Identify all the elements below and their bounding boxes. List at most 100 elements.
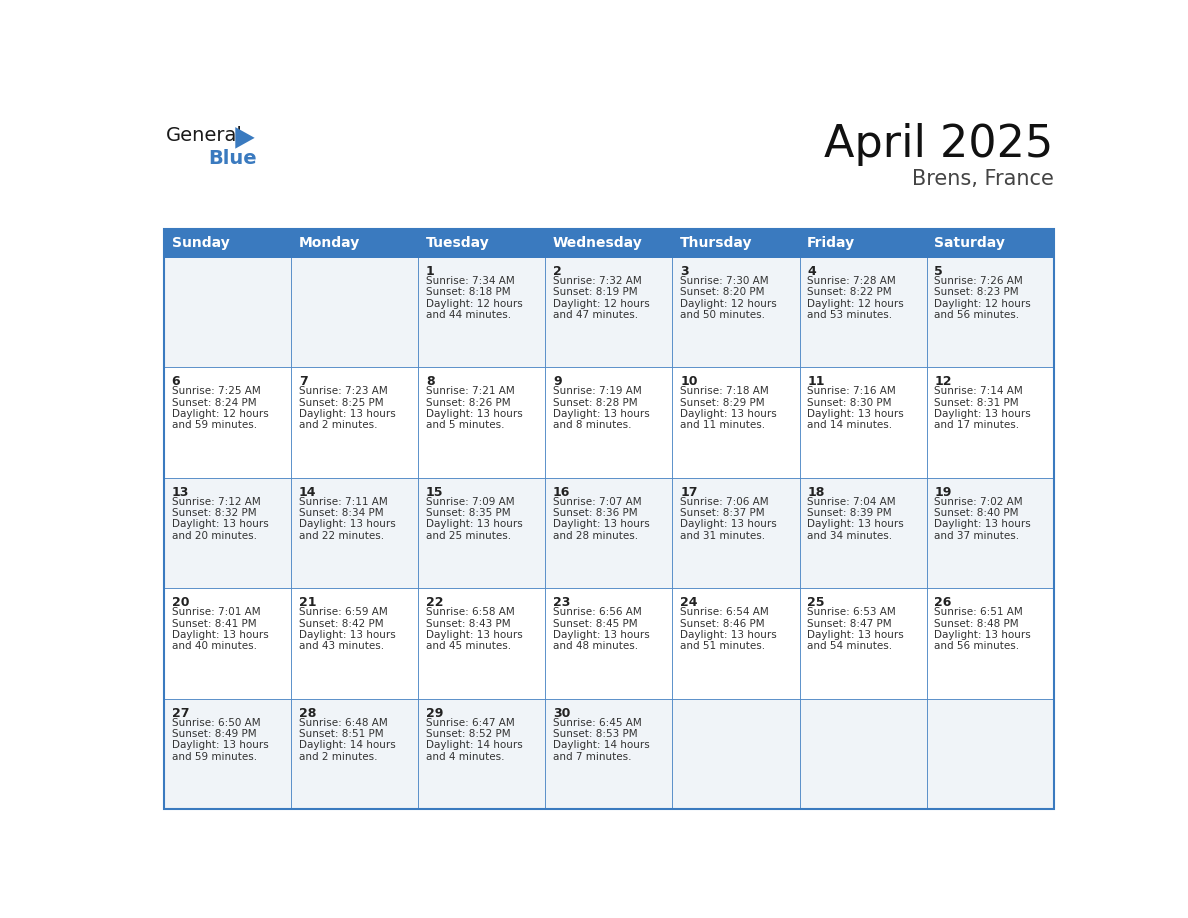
Text: Daylight: 13 hours: Daylight: 13 hours [426, 630, 523, 640]
Text: Daylight: 13 hours: Daylight: 13 hours [299, 409, 396, 419]
Bar [672, 257, 800, 367]
Text: 14: 14 [299, 486, 316, 498]
Bar [291, 367, 418, 478]
Text: Sunrise: 7:34 AM: Sunrise: 7:34 AM [426, 276, 514, 285]
Text: 29: 29 [426, 707, 443, 720]
Text: Sunrise: 7:09 AM: Sunrise: 7:09 AM [426, 497, 514, 507]
Text: Sunset: 8:45 PM: Sunset: 8:45 PM [554, 619, 638, 629]
Text: Daylight: 13 hours: Daylight: 13 hours [808, 520, 904, 530]
Text: Daylight: 13 hours: Daylight: 13 hours [554, 409, 650, 419]
Text: 17: 17 [681, 486, 697, 498]
Text: Monday: Monday [299, 236, 360, 250]
Text: 12: 12 [934, 375, 952, 388]
Text: Sunset: 8:39 PM: Sunset: 8:39 PM [808, 509, 892, 518]
Text: Sunrise: 7:01 AM: Sunrise: 7:01 AM [172, 608, 260, 617]
Text: Daylight: 13 hours: Daylight: 13 hours [808, 409, 904, 419]
Text: and 17 minutes.: and 17 minutes. [934, 420, 1019, 431]
Text: Daylight: 13 hours: Daylight: 13 hours [554, 630, 650, 640]
Text: Sunrise: 7:11 AM: Sunrise: 7:11 AM [299, 497, 387, 507]
Text: Sunset: 8:26 PM: Sunset: 8:26 PM [426, 397, 511, 408]
Text: Sunrise: 7:07 AM: Sunrise: 7:07 AM [554, 497, 642, 507]
Text: and 31 minutes.: and 31 minutes. [681, 531, 765, 541]
Text: Sunset: 8:23 PM: Sunset: 8:23 PM [934, 287, 1019, 297]
Bar [545, 229, 672, 257]
Text: Sunset: 8:31 PM: Sunset: 8:31 PM [934, 397, 1019, 408]
Text: Daylight: 13 hours: Daylight: 13 hours [172, 520, 268, 530]
Bar [418, 478, 545, 588]
Text: Sunrise: 7:18 AM: Sunrise: 7:18 AM [681, 386, 769, 397]
Text: Daylight: 13 hours: Daylight: 13 hours [934, 520, 1031, 530]
Text: Sunrise: 7:12 AM: Sunrise: 7:12 AM [172, 497, 260, 507]
Text: Sunset: 8:35 PM: Sunset: 8:35 PM [426, 509, 511, 518]
Text: Sunset: 8:32 PM: Sunset: 8:32 PM [172, 509, 257, 518]
Bar [800, 588, 927, 699]
Bar [927, 229, 1054, 257]
Text: 21: 21 [299, 596, 316, 609]
Text: Sunrise: 7:23 AM: Sunrise: 7:23 AM [299, 386, 387, 397]
Text: 30: 30 [554, 707, 570, 720]
Text: 16: 16 [554, 486, 570, 498]
Text: Daylight: 13 hours: Daylight: 13 hours [554, 520, 650, 530]
Text: 7: 7 [299, 375, 308, 388]
Text: 6: 6 [172, 375, 181, 388]
Text: Sunrise: 7:26 AM: Sunrise: 7:26 AM [934, 276, 1023, 285]
Text: Sunset: 8:46 PM: Sunset: 8:46 PM [681, 619, 765, 629]
Text: Sunset: 8:47 PM: Sunset: 8:47 PM [808, 619, 892, 629]
Text: and 2 minutes.: and 2 minutes. [299, 752, 378, 762]
Text: Daylight: 13 hours: Daylight: 13 hours [172, 630, 268, 640]
Text: and 8 minutes.: and 8 minutes. [554, 420, 632, 431]
Text: Sunset: 8:49 PM: Sunset: 8:49 PM [172, 729, 257, 739]
Text: Sunset: 8:20 PM: Sunset: 8:20 PM [681, 287, 765, 297]
Text: Sunset: 8:25 PM: Sunset: 8:25 PM [299, 397, 384, 408]
Text: and 44 minutes.: and 44 minutes. [426, 309, 511, 319]
Bar [927, 257, 1054, 367]
Text: Sunset: 8:22 PM: Sunset: 8:22 PM [808, 287, 892, 297]
Text: Sunset: 8:36 PM: Sunset: 8:36 PM [554, 509, 638, 518]
Text: and 48 minutes.: and 48 minutes. [554, 642, 638, 651]
Text: Sunrise: 7:02 AM: Sunrise: 7:02 AM [934, 497, 1023, 507]
Text: Sunrise: 6:48 AM: Sunrise: 6:48 AM [299, 718, 387, 728]
Text: Daylight: 13 hours: Daylight: 13 hours [426, 520, 523, 530]
Text: Daylight: 12 hours: Daylight: 12 hours [934, 298, 1031, 308]
Bar [800, 367, 927, 478]
Text: Sunrise: 6:54 AM: Sunrise: 6:54 AM [681, 608, 769, 617]
Text: and 56 minutes.: and 56 minutes. [934, 642, 1019, 651]
Text: and 2 minutes.: and 2 minutes. [299, 420, 378, 431]
Text: Sunrise: 6:59 AM: Sunrise: 6:59 AM [299, 608, 387, 617]
Bar [418, 699, 545, 810]
Text: Sunrise: 7:28 AM: Sunrise: 7:28 AM [808, 276, 896, 285]
Text: 24: 24 [681, 596, 697, 609]
Text: 20: 20 [172, 596, 189, 609]
Text: 2: 2 [554, 264, 562, 277]
Text: 8: 8 [426, 375, 435, 388]
Text: Sunset: 8:43 PM: Sunset: 8:43 PM [426, 619, 511, 629]
Text: Saturday: Saturday [934, 236, 1005, 250]
Text: and 22 minutes.: and 22 minutes. [299, 531, 384, 541]
Text: 27: 27 [172, 707, 189, 720]
Text: Sunrise: 6:50 AM: Sunrise: 6:50 AM [172, 718, 260, 728]
Bar [164, 367, 291, 478]
Text: Sunset: 8:24 PM: Sunset: 8:24 PM [172, 397, 257, 408]
Text: Sunset: 8:53 PM: Sunset: 8:53 PM [554, 729, 638, 739]
Text: Sunrise: 7:25 AM: Sunrise: 7:25 AM [172, 386, 260, 397]
Text: Sunset: 8:30 PM: Sunset: 8:30 PM [808, 397, 892, 408]
Text: and 4 minutes.: and 4 minutes. [426, 752, 505, 762]
Bar [291, 229, 418, 257]
Text: and 59 minutes.: and 59 minutes. [172, 752, 257, 762]
Bar [545, 257, 672, 367]
Text: Sunset: 8:52 PM: Sunset: 8:52 PM [426, 729, 511, 739]
Text: and 7 minutes.: and 7 minutes. [554, 752, 632, 762]
Bar [418, 588, 545, 699]
Text: Sunset: 8:34 PM: Sunset: 8:34 PM [299, 509, 384, 518]
Text: 26: 26 [934, 596, 952, 609]
Bar [927, 699, 1054, 810]
Bar [291, 588, 418, 699]
Text: and 45 minutes.: and 45 minutes. [426, 642, 511, 651]
Text: Sunrise: 6:58 AM: Sunrise: 6:58 AM [426, 608, 514, 617]
Text: Daylight: 13 hours: Daylight: 13 hours [681, 409, 777, 419]
Text: Sunrise: 7:30 AM: Sunrise: 7:30 AM [681, 276, 769, 285]
Text: and 25 minutes.: and 25 minutes. [426, 531, 511, 541]
Text: 28: 28 [299, 707, 316, 720]
Text: Blue: Blue [208, 149, 257, 168]
Text: Sunrise: 7:32 AM: Sunrise: 7:32 AM [554, 276, 642, 285]
